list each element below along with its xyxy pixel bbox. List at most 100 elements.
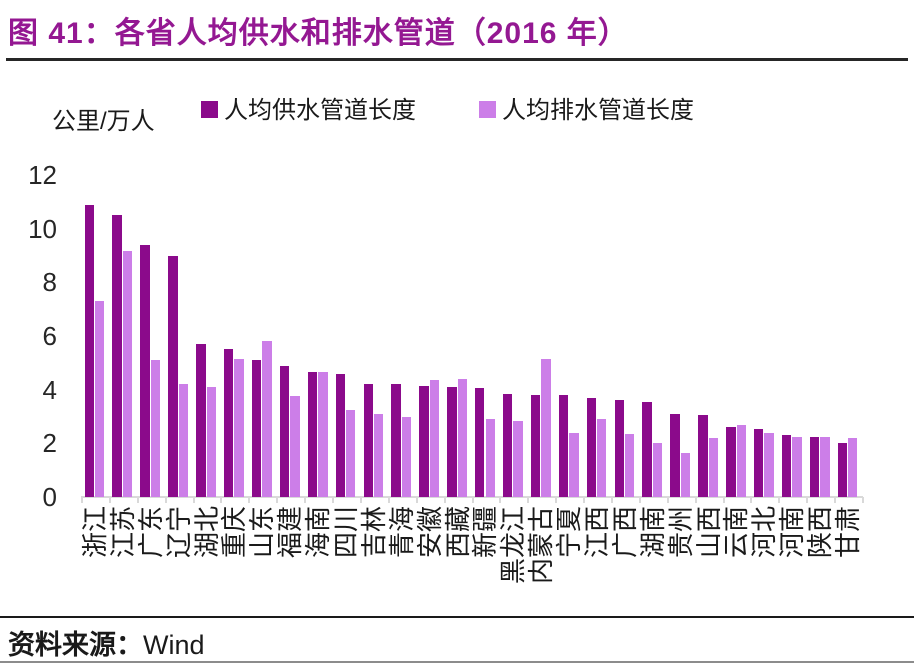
drainage-bar-青海 [401,416,412,497]
supply-bar-江苏 [112,215,122,497]
drainage-bar-山东 [262,341,272,497]
drainage-bar-西藏 [457,378,467,497]
drainage-bar-内蒙古 [541,358,551,497]
drainage-bar-江苏 [122,251,133,497]
x-axis-tick [862,497,864,503]
supply-bar-辽宁 [168,255,178,497]
x-axis-tick [387,497,390,503]
source-rule [0,616,914,618]
supply-bar-青海 [391,384,401,497]
drainage-legend-label: 人均排水管道长度 [502,97,694,124]
drainage-legend-swatch-icon [479,101,496,118]
supply-bar-内蒙古 [530,395,541,497]
x-axis-tick [666,497,669,503]
supply-bar-河南 [781,435,792,497]
x-tick-label-青海: 青海 [386,506,417,559]
drainage-bar-辽宁 [178,384,189,497]
x-axis-tick [471,497,474,503]
supply-bar-山西 [698,415,708,497]
x-axis-tick [443,497,446,503]
x-axis-tick [778,497,781,503]
x-tick-label-云南: 云南 [721,506,752,559]
y-tick-label: 6 [42,321,57,351]
supply-bar-江西 [586,397,597,497]
x-tick-label-山东: 山东 [247,506,278,559]
x-axis-tick [164,497,167,503]
drainage-bar-陕西 [820,436,830,497]
source-name: Wind [143,630,205,660]
supply-bar-四川 [335,373,346,497]
x-axis-tick [527,497,530,503]
supply-bar-河北 [754,428,764,497]
x-axis-tick [610,497,613,503]
x-tick-label-陕西: 陕西 [805,506,836,559]
supply-bar-陕西 [809,436,820,497]
x-axis-tick [276,497,279,503]
drainage-bar-四川 [346,409,356,497]
supply-bar-重庆 [224,349,234,497]
x-tick-label-重庆: 重庆 [219,506,250,559]
x-axis-tick [415,497,418,503]
legend: 人均供水管道长度 人均排水管道长度 [0,96,914,126]
supply-bar-黑龙江 [502,393,513,497]
y-tick-label: 2 [42,428,57,459]
drainage-bar-甘肃 [848,437,858,497]
supply-legend-label: 人均供水管道长度 [224,97,416,124]
drainage-bar-吉林 [373,413,384,497]
y-tick-label: 0 [42,482,57,512]
x-axis-tick [583,497,586,503]
supply-bar-山东 [251,360,262,497]
supply-bar-浙江 [84,204,94,497]
y-tick-label: 8 [42,267,57,298]
drainage-bar-湖北 [206,386,216,497]
x-axis-tick [136,497,139,503]
drainage-bar-重庆 [234,358,244,497]
supply-bar-甘肃 [837,443,848,497]
drainage-bar-安徽 [429,380,440,497]
plot-area: 浙江 江苏 广东 辽宁 湖北 重庆 山东 福建 海南 四川 吉林 青海 安徽 西藏 新疆 黑龙江 内蒙古 宁夏 江西… [80,175,864,584]
source-label: 资料来源： [8,630,143,660]
y-tick-label: 10 [28,213,57,244]
x-axis-tick [332,497,335,503]
x-tick-label-湖南: 湖南 [637,506,668,559]
drainage-bar-湖南 [652,443,663,497]
drainage-bar-浙江 [95,301,105,497]
bottom-rule [0,661,914,663]
drainage-bar-宁夏 [569,432,579,497]
x-axis-tick [81,497,83,503]
y-tick-label: 4 [42,374,57,405]
x-tick-label-福建: 福建 [275,506,306,559]
x-axis-tick [304,497,307,503]
supply-bar-新疆 [475,388,485,497]
drainage-bar-广西 [624,433,635,497]
x-tick-label-湖北: 湖北 [191,506,222,559]
x-tick-label-广东: 广东 [135,506,166,559]
x-tick-label-江西: 江西 [582,506,613,559]
x-axis-tick [248,497,251,503]
x-axis-tick [220,497,223,503]
y-tick-label: 12 [28,160,57,190]
x-tick-label-甘肃: 甘肃 [833,506,864,559]
x-tick-label-辽宁: 辽宁 [163,506,194,559]
x-axis-tick [638,497,641,503]
x-tick-label-山西: 山西 [693,506,724,559]
x-axis-tick [108,497,111,503]
supply-bar-福建 [279,365,290,497]
bar-chart: 12 10 8 6 4 2 0 浙江 江苏 广东 辽宁 湖北 重庆 山东 福建 海南 四川 吉林 青海 安徽 西藏 新疆… [0,160,914,615]
x-tick-label-贵州: 贵州 [665,506,696,559]
x-tick-label-浙江: 浙江 [79,506,110,559]
drainage-bar-新疆 [485,419,495,497]
x-axis-tick [192,497,195,503]
supply-bar-贵州 [670,413,680,497]
drainage-bar-福建 [290,396,300,497]
supply-bar-云南 [726,427,736,497]
drainage-bar-黑龙江 [513,420,523,497]
figure-title: 图 41：各省人均供水和排水管道（2016 年） [8,17,629,50]
drainage-bar-广东 [150,360,161,497]
drainage-bar-河北 [764,432,774,497]
title-rule [6,58,908,61]
supply-legend-swatch-icon [201,101,218,118]
supply-bar-广西 [614,400,624,497]
x-tick-label-吉林: 吉林 [358,506,389,559]
drainage-bar-海南 [318,372,328,497]
